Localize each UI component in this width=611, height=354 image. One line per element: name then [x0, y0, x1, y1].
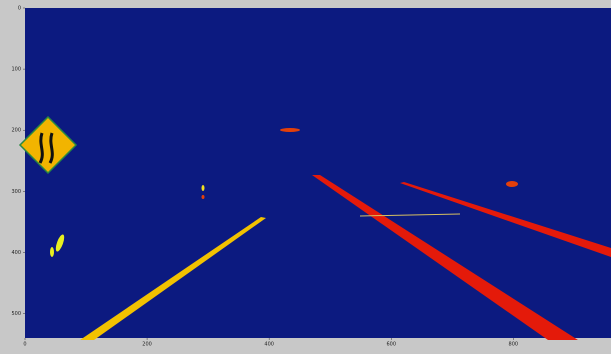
page: {"chart_data": {"type": "image", "xlim":… [0, 0, 611, 350]
x-tick-label: 600 [386, 342, 396, 348]
image-background [25, 8, 611, 338]
x-tick-label: 0 [23, 342, 26, 348]
blob [202, 195, 205, 199]
y-tick-label: 100 [11, 67, 21, 73]
x-tick-label: 800 [509, 342, 519, 348]
blob [280, 128, 300, 132]
y-tick-label: 500 [11, 311, 21, 317]
x-tick-label: 200 [142, 342, 152, 348]
y-tick-label: 400 [11, 250, 21, 256]
y-tick-label: 300 [11, 189, 21, 195]
blob [506, 181, 518, 187]
x-tick-label: 400 [264, 342, 274, 348]
y-tick-label: 200 [11, 128, 21, 134]
figure: 0 200 400 600 800 0 100 200 300 400 500 [0, 0, 611, 350]
y-tick-label: 0 [18, 6, 21, 12]
blob [202, 185, 205, 191]
blob [50, 247, 54, 257]
